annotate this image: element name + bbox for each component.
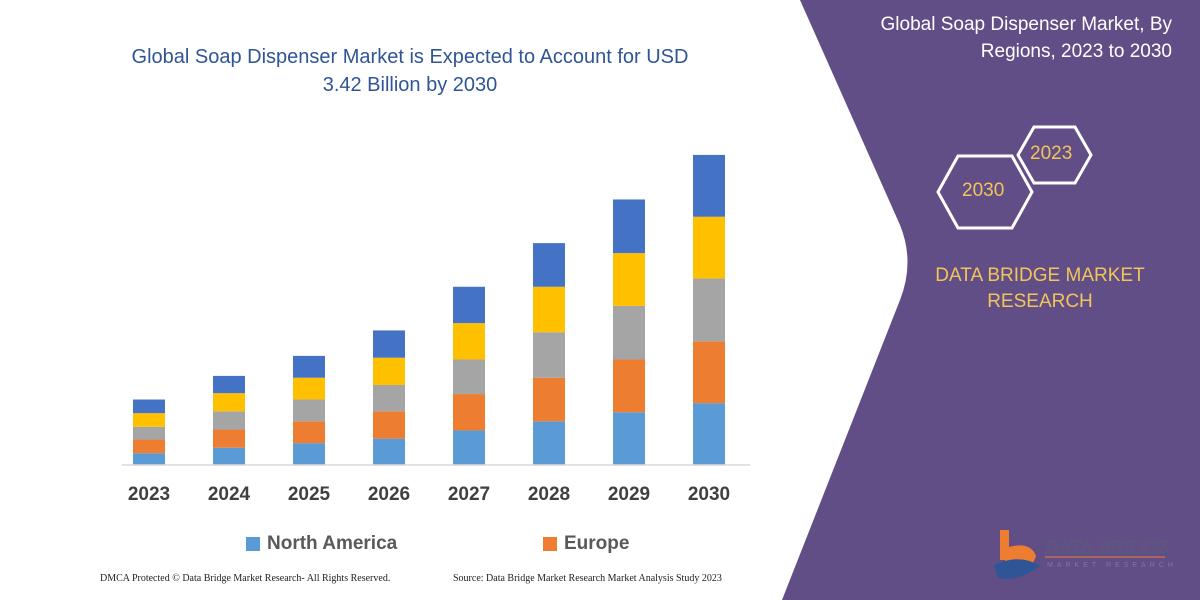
purple-side-panel bbox=[782, 0, 1200, 600]
x-tick-label: 2025 bbox=[287, 484, 331, 505]
bar-segment-2023-4 bbox=[133, 399, 165, 414]
bar-segment-2023-3 bbox=[133, 413, 165, 427]
brand-line1: DATA BRIDGE MARKET bbox=[935, 265, 1145, 286]
bar-segment-2027-4 bbox=[453, 286, 485, 324]
side-title-line2: Regions, 2023 to 2030 bbox=[980, 41, 1172, 62]
bar-segment-2024-4 bbox=[213, 375, 245, 394]
bar-segment-2025-4 bbox=[293, 355, 325, 378]
bar-segment-2026-1 bbox=[373, 411, 405, 439]
legend-item-europe: Europe bbox=[543, 533, 629, 555]
bar-segment-2028-4 bbox=[533, 243, 565, 287]
chart-title: Global Soap Dispenser Market is Expected… bbox=[110, 43, 710, 99]
bar-segment-2030-0 bbox=[693, 403, 725, 465]
bar-segment-2026-3 bbox=[373, 357, 405, 385]
bar-segment-2027-1 bbox=[453, 394, 485, 431]
bar-segment-2027-3 bbox=[453, 323, 485, 360]
side-title-line1: Global Soap Dispenser Market, By bbox=[880, 14, 1172, 35]
legend-item-north-america: North America bbox=[246, 533, 397, 555]
legend-swatch bbox=[543, 537, 557, 551]
x-tick-label: 2023 bbox=[127, 484, 171, 505]
footer-source: Source: Data Bridge Market Research Mark… bbox=[453, 573, 722, 584]
bar-segment-2023-1 bbox=[133, 439, 165, 454]
bar-segment-2023-2 bbox=[133, 426, 165, 440]
bar-segment-2030-2 bbox=[693, 278, 725, 342]
bar-segment-2024-2 bbox=[213, 411, 245, 430]
chart-title-line1: Global Soap Dispenser Market is Expected… bbox=[131, 46, 689, 68]
bar-segment-2029-4 bbox=[613, 199, 645, 254]
bar-segment-2028-2 bbox=[533, 332, 565, 378]
legend-swatch bbox=[246, 537, 260, 551]
chart-title-line2: 3.42 Billion by 2030 bbox=[322, 74, 498, 96]
x-tick-label: 2026 bbox=[367, 484, 411, 505]
x-tick-label: 2027 bbox=[447, 484, 491, 505]
hexagon-2030-icon bbox=[936, 154, 1034, 230]
bar-segment-2026-2 bbox=[373, 384, 405, 412]
bar-segment-2028-1 bbox=[533, 377, 565, 422]
svg-text:MARKET RESEARCH: MARKET RESEARCH bbox=[1047, 562, 1177, 569]
bar-segment-2024-1 bbox=[213, 429, 245, 448]
bar-segment-2029-3 bbox=[613, 253, 645, 306]
hex-2030-label: 2030 bbox=[962, 180, 1005, 201]
side-title: Global Soap Dispenser Market, By Regions… bbox=[832, 11, 1172, 65]
bar-segment-2025-3 bbox=[293, 377, 325, 400]
bar-segment-2026-4 bbox=[373, 330, 405, 358]
bar-segment-2027-0 bbox=[453, 430, 485, 465]
bar-segment-2025-1 bbox=[293, 421, 325, 444]
x-tick-label: 2028 bbox=[527, 484, 571, 505]
bar-segment-2029-2 bbox=[613, 305, 645, 360]
bar-segment-2029-0 bbox=[613, 412, 645, 465]
bar-segment-2024-0 bbox=[213, 447, 245, 465]
data-bridge-logo-icon: DATA BRIDGE MARKET RESEARCH bbox=[994, 530, 1177, 579]
bar-segment-2029-1 bbox=[613, 359, 645, 413]
hexagon-2023-icon bbox=[1016, 125, 1093, 185]
bar-segment-2030-3 bbox=[693, 216, 725, 279]
bar-segment-2023-0 bbox=[133, 453, 165, 465]
x-tick-label: 2024 bbox=[207, 484, 251, 505]
hex-2023-label: 2023 bbox=[1030, 143, 1073, 164]
legend-label: Europe bbox=[564, 533, 630, 554]
bar-segment-2027-2 bbox=[453, 359, 485, 395]
bar-segment-2028-3 bbox=[533, 286, 565, 333]
bar-segment-2030-4 bbox=[693, 154, 725, 217]
legend-label: North America bbox=[267, 533, 398, 554]
bar-segment-2024-3 bbox=[213, 393, 245, 412]
brand-name: DATA BRIDGE MARKET RESEARCH bbox=[920, 263, 1160, 315]
bar-segment-2026-0 bbox=[373, 438, 405, 465]
svg-text:DATA BRIDGE: DATA BRIDGE bbox=[1045, 537, 1169, 558]
bar-segment-2025-0 bbox=[293, 443, 325, 465]
bar-segment-2028-0 bbox=[533, 421, 565, 465]
brand-line2: RESEARCH bbox=[987, 291, 1093, 312]
footer-copyright: DMCA Protected © Data Bridge Market Rese… bbox=[100, 573, 391, 584]
bar-segment-2030-1 bbox=[693, 341, 725, 404]
x-tick-label: 2029 bbox=[607, 484, 651, 505]
x-tick-label: 2030 bbox=[687, 484, 731, 505]
bar-segment-2025-2 bbox=[293, 399, 325, 422]
